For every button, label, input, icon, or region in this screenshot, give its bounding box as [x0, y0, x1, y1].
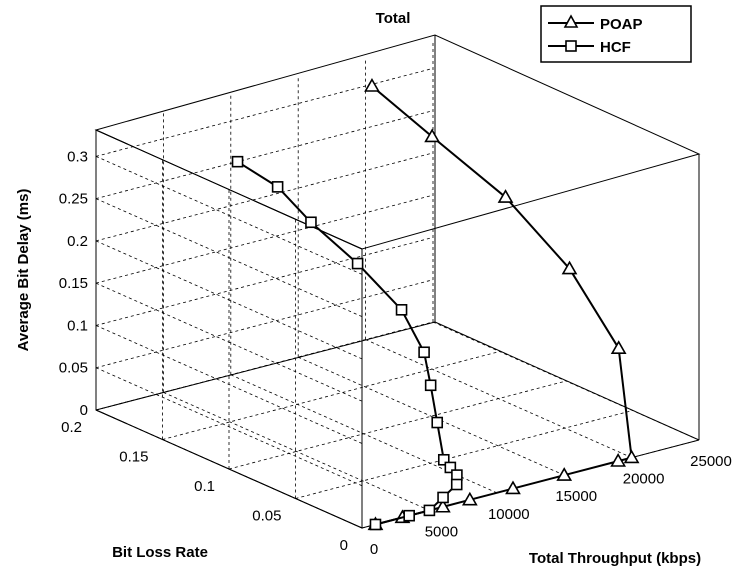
- grid-left-z: [95, 155, 363, 275]
- grid-floor-y: [295, 410, 633, 499]
- z-tick-label: 0.3: [67, 148, 88, 165]
- grid-back-z: [95, 110, 434, 200]
- data-point-poap: [610, 453, 626, 467]
- legend-square-icon: [565, 40, 577, 52]
- data-point-poap: [610, 340, 627, 354]
- y-tick-label: 0.1: [194, 478, 215, 495]
- y-tick-label: 0.15: [119, 449, 148, 466]
- legend: POAP HCF: [540, 5, 692, 63]
- data-point-poap: [497, 189, 514, 203]
- data-point-hcf: [403, 509, 415, 522]
- z-tick-label: 0.05: [59, 360, 88, 377]
- z-axis-label: Average Bit Delay (ms): [15, 189, 32, 352]
- x-tick-label: 20000: [623, 471, 665, 488]
- data-point-poap: [364, 78, 380, 92]
- data-point-hcf: [271, 181, 284, 193]
- z-tick-label: 0.1: [67, 317, 88, 334]
- axes-box: [94, 34, 701, 529]
- legend-triangle-icon: [563, 14, 579, 28]
- y-tick-label: 0.05: [252, 508, 281, 525]
- data-point-hcf: [437, 453, 450, 466]
- grid-floor-x: [298, 356, 565, 476]
- z-tick-label: 0.25: [59, 191, 88, 208]
- y-tick-label: 0: [340, 537, 348, 554]
- x-tick-label: 15000: [555, 488, 597, 505]
- grid-back-z: [95, 67, 434, 157]
- data-point-poap: [424, 128, 440, 143]
- grid-left-z: [95, 325, 363, 444]
- grid-left-z: [95, 282, 363, 402]
- z-tick-label: 0.15: [59, 275, 88, 292]
- data-point-poap: [435, 498, 451, 513]
- y-axis-label: Bit Loss Rate: [112, 544, 208, 561]
- data-point-hcf: [431, 416, 444, 429]
- grid-back-z: [95, 194, 434, 284]
- grid-floor-x: [163, 392, 430, 511]
- grid-back-z: [95, 237, 434, 326]
- grid-left-z: [95, 198, 363, 318]
- data-point-hcf: [231, 155, 244, 168]
- grid-floor-y: [228, 380, 567, 470]
- data-point-hcf: [305, 216, 317, 229]
- series-line-hcf: [237, 160, 458, 526]
- data-point-hcf: [395, 304, 408, 316]
- z-tick-label: 0.2: [67, 233, 88, 250]
- grid-lines: [95, 43, 700, 529]
- legend-label-hcf: HCF: [600, 39, 631, 56]
- x-tick-label: 25000: [690, 453, 732, 470]
- chart-title: Total: [376, 10, 411, 27]
- grid-left-z: [95, 367, 363, 487]
- x-tick-label: 5000: [425, 523, 458, 540]
- data-point-poap: [461, 491, 478, 506]
- grid-floor-y: [162, 351, 500, 440]
- data-point-hcf: [418, 346, 430, 359]
- tick-labels: 0 5000 10000 15000 20000 25000 0 0.05 0.1 0.15 0.2…: [59, 148, 732, 558]
- data-point-poap: [623, 449, 640, 464]
- grid-back-z: [95, 321, 434, 411]
- data-point-hcf: [351, 257, 364, 270]
- z-tick-label: 0: [80, 402, 88, 419]
- grid-back-z: [95, 279, 434, 369]
- data-point-poap: [556, 467, 573, 481]
- x-axis-label: Total Throughput (kbps): [529, 550, 701, 567]
- data-point-poap: [561, 260, 578, 275]
- data-point-poap: [505, 480, 521, 495]
- series-layer: [231, 78, 640, 531]
- data-point-hcf: [437, 491, 449, 504]
- legend-label-poap: POAP: [600, 16, 643, 33]
- top-face: [94, 34, 701, 250]
- series-line-poap: [371, 85, 633, 526]
- data-point-hcf: [369, 518, 382, 531]
- x-tick-label: 10000: [488, 506, 530, 523]
- data-point-hcf: [451, 469, 463, 481]
- x-tick-label: 0: [370, 541, 378, 558]
- data-point-hcf: [424, 379, 437, 392]
- grid-back-z: [95, 152, 434, 242]
- grid-left-z: [95, 240, 363, 360]
- data-point-hcf: [423, 504, 436, 517]
- legend-box: [540, 5, 692, 63]
- data-point-hcf: [450, 478, 463, 491]
- grid-left-z: [95, 409, 363, 529]
- y-tick-label: 0.2: [61, 419, 82, 436]
- data-point-hcf: [444, 461, 457, 474]
